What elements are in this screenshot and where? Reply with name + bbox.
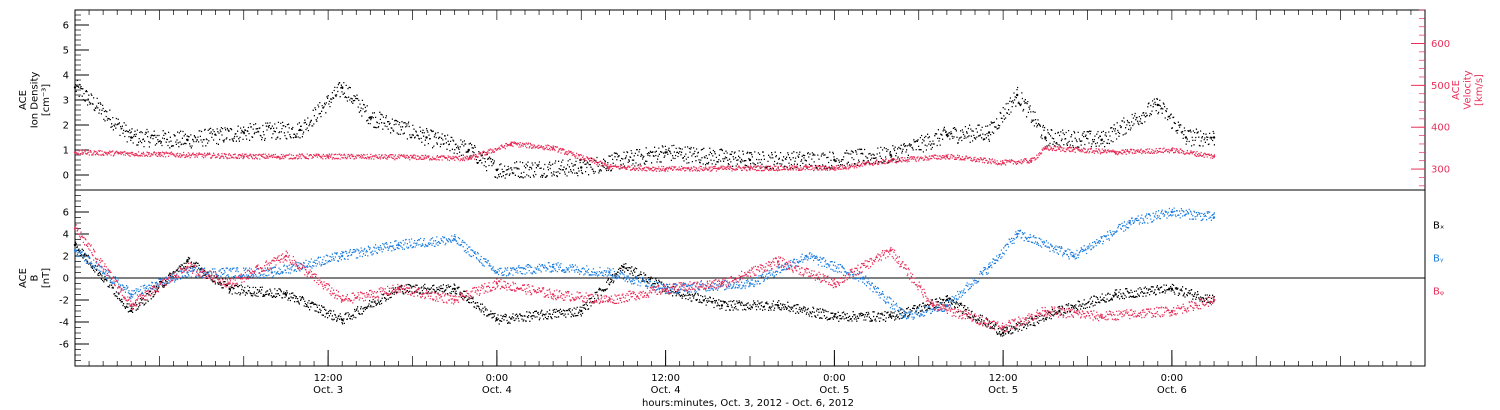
- density-point: [987, 131, 991, 134]
- density-point: [130, 136, 133, 139]
- x-tick-label-time: 0:00: [486, 373, 508, 384]
- bz-point: [664, 287, 667, 291]
- b-tick-label: 0: [63, 274, 69, 285]
- velocity-point: [1030, 159, 1033, 162]
- bz-point: [284, 254, 288, 258]
- x-tick-label-date: Oct. 4: [651, 385, 681, 396]
- density-tick-label: 3: [63, 96, 69, 107]
- bz-point: [833, 282, 836, 285]
- bx-point: [1001, 331, 1005, 335]
- x-tick-label-time: 0:00: [823, 373, 845, 384]
- legend-entry-bz: Bᵩ: [1433, 287, 1444, 298]
- b-tick-label: 2: [63, 252, 69, 263]
- x-tick-label-time: 12:00: [651, 373, 680, 384]
- b-tick-label: -4: [59, 318, 69, 329]
- x-tick-label-date: Oct. 4: [482, 385, 512, 396]
- b-tick-label: 4: [63, 230, 69, 241]
- x-tick-label-date: Oct. 3: [313, 385, 343, 396]
- bx-point: [889, 315, 892, 318]
- x-tick-label-date: Oct. 5: [819, 385, 849, 396]
- velocity-tick-label: 400: [1431, 123, 1450, 134]
- bz-point: [73, 227, 77, 230]
- density-axis-label-line: [cm⁻³]: [41, 84, 52, 116]
- density-axis-label-line: Ion Density: [30, 72, 41, 129]
- by-point: [130, 293, 133, 296]
- velocity-tick-label: 500: [1431, 81, 1450, 92]
- by-point: [1015, 232, 1019, 236]
- bz-point: [720, 282, 724, 285]
- x-tick-label-date: Oct. 6: [1157, 385, 1187, 396]
- by-point: [340, 254, 344, 258]
- x-tick-label-date: Oct. 5: [988, 385, 1018, 396]
- bz-point: [776, 260, 780, 263]
- density-point: [580, 166, 583, 169]
- bz-cloud: [75, 224, 1215, 333]
- velocity-axis-label-line: [km/s]: [1474, 74, 1485, 106]
- density-point: [1015, 93, 1019, 97]
- velocity-cloud: [75, 141, 1215, 172]
- by-point: [608, 271, 611, 274]
- by-cloud: [75, 207, 1215, 320]
- density-point: [73, 86, 77, 89]
- b-tick-label: 6: [63, 208, 69, 219]
- density-tick-label: 2: [63, 121, 69, 132]
- velocity-axis-label: ACEVelocity[km/s]: [1451, 70, 1485, 109]
- b-tick-label: -6: [59, 340, 69, 351]
- top-panel-frame: [74, 9, 1426, 191]
- density-point: [1156, 103, 1160, 107]
- density-tick-label: 5: [63, 46, 69, 57]
- legend-entry-bx: Bₓ: [1433, 221, 1444, 232]
- bx-point: [284, 293, 288, 296]
- bz-point: [453, 298, 456, 302]
- x-axis-title: hours:minutes, Oct. 3, 2012 - Oct. 6, 20…: [642, 398, 854, 409]
- velocity-point: [748, 167, 752, 170]
- bz-point: [495, 282, 499, 285]
- density-cloud: [75, 79, 1215, 179]
- density-point: [1212, 136, 1216, 139]
- b-axis-label-line: B: [30, 274, 41, 281]
- b-tick-label: -2: [59, 296, 69, 307]
- by-point: [270, 271, 274, 274]
- density-tick-label: 1: [63, 146, 69, 157]
- density-tick-label: 6: [63, 21, 69, 32]
- density-axis-label: ACEIon Density[cm⁻³]: [18, 72, 52, 129]
- bx-point: [580, 309, 583, 313]
- density-point: [748, 158, 752, 162]
- bz-point: [1044, 309, 1047, 313]
- velocity-axis-label-line: Velocity: [1463, 70, 1474, 109]
- density-tick-label: 4: [63, 71, 69, 82]
- b-axis-label: ACEB[nT]: [18, 268, 52, 288]
- x-tick-label-time: 12:00: [989, 373, 1018, 384]
- velocity-axis-label-line: ACE: [1451, 80, 1462, 100]
- b-axis-label-line: [nT]: [41, 268, 52, 288]
- density-axis-label-line: ACE: [18, 90, 29, 110]
- legend-entry-by: Bᵧ: [1433, 254, 1444, 265]
- bx-cloud: [75, 241, 1215, 337]
- x-tick-label-time: 0:00: [1161, 373, 1183, 384]
- x-tick-label-time: 12:00: [314, 373, 343, 384]
- bx-point: [453, 287, 456, 291]
- density-tick-label: 0: [63, 171, 69, 182]
- velocity-tick-label: 600: [1431, 39, 1450, 50]
- velocity-tick-label: 300: [1431, 165, 1450, 176]
- by-point: [551, 265, 555, 269]
- magnetic-field-panel: -6 -4 -2 0 2 4 6 ACEB[nT] Bₓ Bᵧ Bᵩ: [18, 189, 1444, 367]
- b-axis-label-line: ACE: [18, 268, 29, 288]
